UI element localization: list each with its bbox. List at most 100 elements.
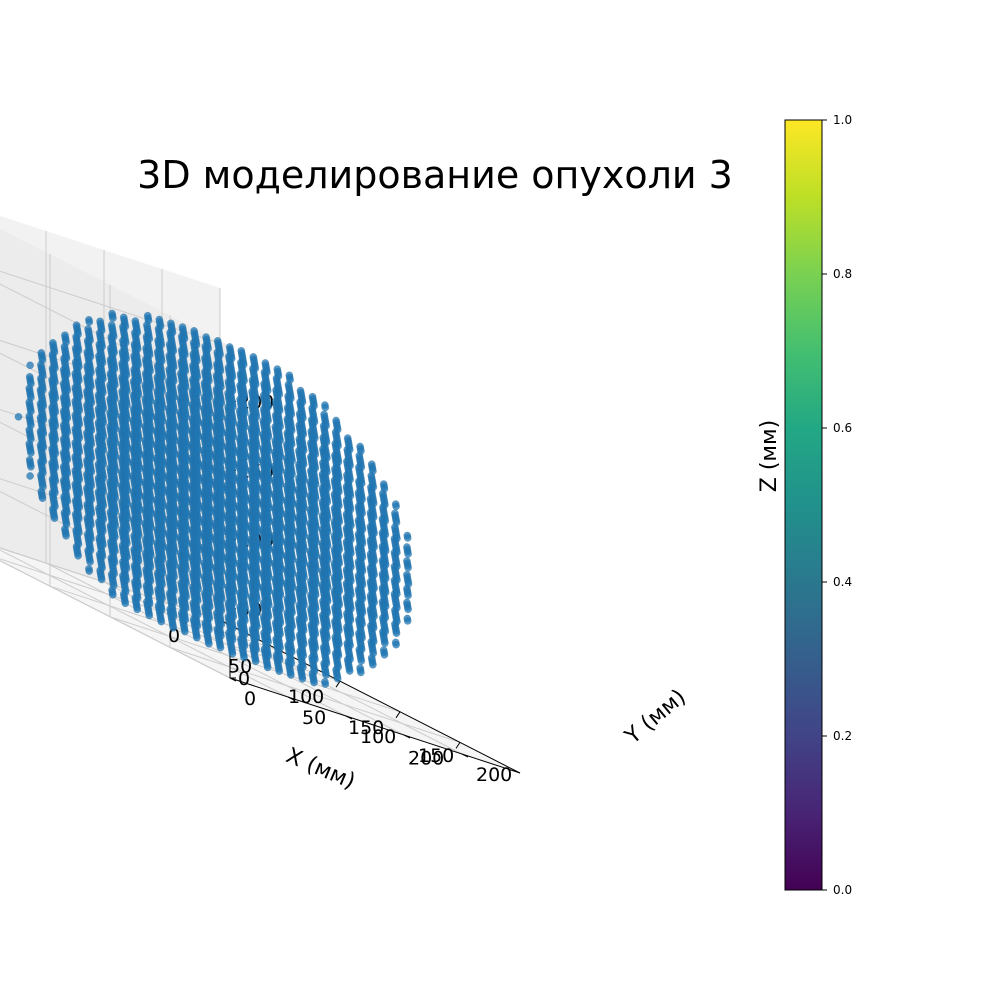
scatter-point [392,629,401,638]
y-tick [403,734,411,739]
scatter-point [109,581,118,590]
scatter-point [51,488,59,497]
y-tick-label: 200 [476,764,512,786]
grid-line-x [169,646,461,743]
scatter-point [27,462,35,471]
scatter-point [393,590,401,598]
scatter-point [346,641,354,650]
scatter-point [14,412,23,421]
scatter-point [27,449,35,457]
scatter-point [333,674,342,683]
scatter-point [275,667,284,676]
scatter-point [403,617,412,625]
scatter-point [110,570,118,578]
scatter-point [98,564,106,572]
pane-edge [0,560,231,679]
scatter-point [334,663,342,672]
scatter-point [404,550,412,558]
scatter-point [27,435,35,443]
scatter-point [310,678,318,687]
scatter-point [251,657,260,666]
scatter-point [393,604,401,612]
scatter-point [345,667,354,675]
scatter-point [85,567,94,575]
scatter-point [287,671,295,679]
y-tick [287,696,295,701]
scatter-point [62,520,71,529]
scatter-point [51,502,59,511]
scatter-point [27,393,35,402]
scatter-point [310,667,319,675]
scatter-point [403,534,412,542]
scatter-point [404,564,412,572]
y-axis-line [229,677,521,774]
scatter-point [121,588,130,596]
scatter-point [39,482,47,491]
scatter-point [50,514,59,523]
x-tick [455,742,461,749]
scatter-point [216,643,225,652]
scatter-point [85,318,94,326]
scatter-point [181,627,189,636]
x-tick [335,680,341,688]
scatter-point [145,611,154,620]
y-tick [345,715,353,720]
scatter-point [86,546,95,555]
scatter-point [393,617,401,626]
scatter-point [62,532,70,540]
scatter-point [380,651,389,659]
scatter-point [240,653,248,662]
scatter-point [287,659,296,668]
scatter-point [122,576,130,585]
scatter-point [26,361,34,370]
scatter-point [357,645,366,654]
scatter-point [404,591,412,600]
scatter-point [74,540,83,549]
x-tick-label: 150 [348,717,384,739]
scatter-point [369,649,378,658]
scatter-point [145,600,154,608]
scatter-point [392,518,401,527]
scatter-point [357,668,365,677]
scatter-point [121,599,130,608]
scatter-point [346,655,354,664]
scatter-point [263,663,272,672]
chart-title: 3D моделирование опухоли 3 [137,153,733,197]
y-tick-label: 0 [244,688,256,710]
scatter-point [193,633,201,642]
scatter-point [27,421,35,430]
scatter-point [109,591,117,599]
scatter-point [133,605,142,614]
x-tick-label: 100 [288,686,324,708]
scatter-point [27,407,35,416]
scatter-point [357,657,366,665]
y-tick-label: 150 [418,745,454,767]
scatter-point [392,502,400,511]
scatter-point [74,552,82,560]
scatter-point [97,575,106,584]
grid-line-y [0,549,289,698]
scatter-point [322,671,330,679]
scatter-point [298,675,307,683]
scatter-point [380,484,389,493]
scatter-point [404,580,413,588]
y-tick [461,753,469,758]
scatter-point [369,661,377,669]
scatter-point [38,494,47,503]
scatter-points [14,309,413,688]
scatter-point [404,605,412,614]
scatter-point [392,640,400,649]
scatter-point [157,617,166,626]
scatter-point [321,680,330,688]
x-tick-label: 50 [228,656,252,678]
scatter-point [39,469,47,477]
x-tick-label: 200 [408,747,444,769]
y-tick-label: 100 [360,726,396,748]
y-tick-label: 50 [302,707,326,729]
scatter-point [299,663,307,672]
scatter-point [381,639,389,648]
scatter-point [86,558,94,566]
scatter-point [322,659,331,668]
scatter-point [381,627,390,636]
